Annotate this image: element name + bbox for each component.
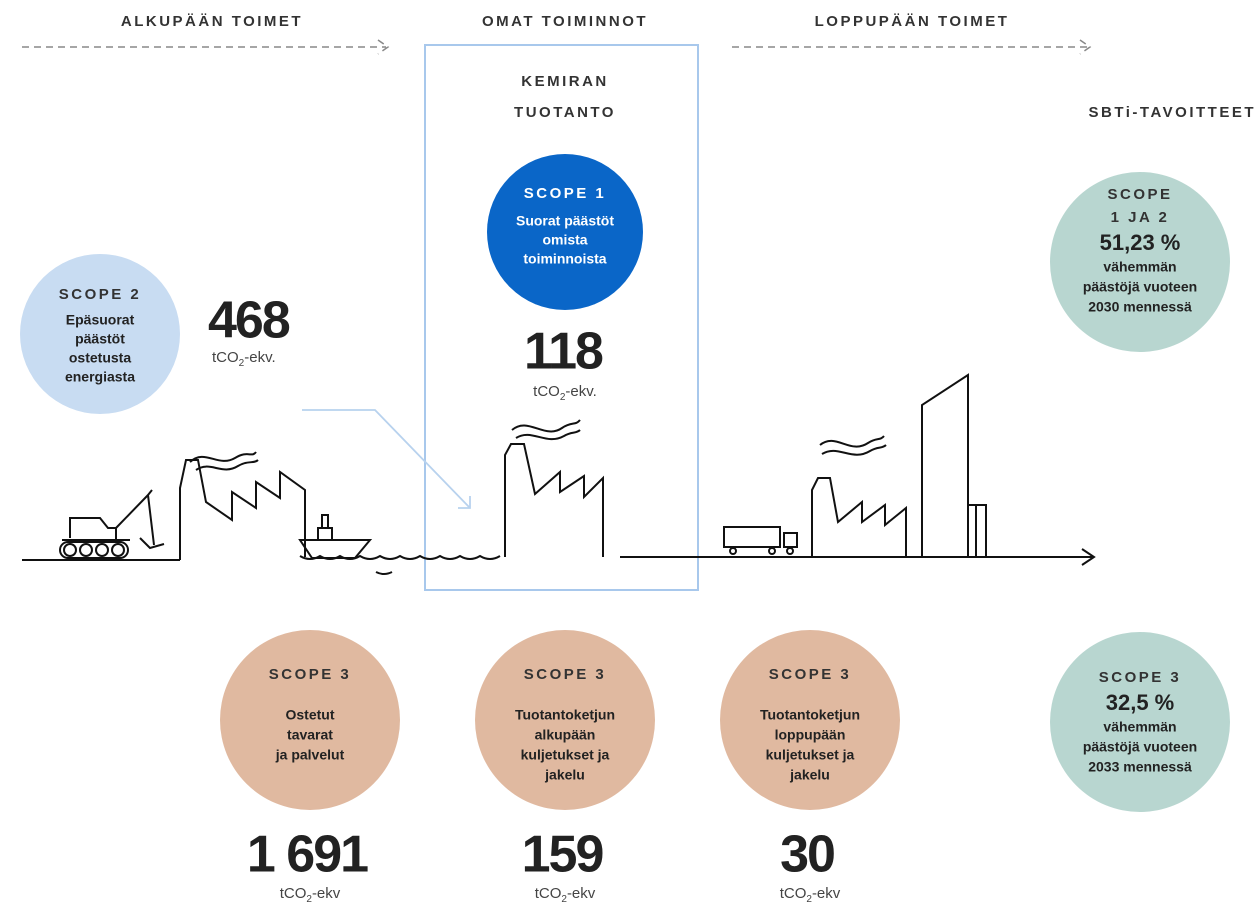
scope-label: SCOPE 1: [524, 185, 607, 202]
scope-text: ostetusta: [69, 350, 131, 366]
target-label: SCOPE 3: [1099, 669, 1182, 686]
target-label: SCOPE: [1107, 186, 1172, 203]
target-text: vähemmän: [1103, 719, 1176, 735]
scope-text: jakelu: [789, 767, 830, 783]
unit-part: tCO: [535, 885, 562, 902]
production-title: TUOTANTO: [514, 104, 616, 121]
unit-part: -ekv.: [565, 383, 596, 400]
scope-label: SCOPE 3: [524, 666, 607, 683]
value: 30: [780, 826, 834, 884]
scope-text: Tuotantoketjun: [760, 707, 860, 723]
unit-part: tCO: [780, 885, 807, 902]
diagram: ALKUPÄÄN TOIMET OMAT TOIMINNOT LOPPUPÄÄN…: [0, 0, 1258, 906]
header: LOPPUPÄÄN TOIMET: [815, 13, 1010, 30]
scope-text: Tuotantoketjun: [515, 707, 615, 723]
target-text: päästöjä vuoteen: [1083, 279, 1197, 295]
scope-text: kuljetukset ja: [766, 747, 855, 763]
target-text: 2033 mennessä: [1088, 759, 1192, 775]
unit-part: -ekv: [567, 885, 596, 902]
scope-text: omista: [542, 232, 587, 248]
targets-title: SBTi-TAVOITTEET: [1089, 104, 1257, 121]
target-text: 2030 mennessä: [1088, 299, 1192, 315]
scope-text: toiminnoista: [523, 251, 606, 267]
unit: tCO2-ekv.: [533, 383, 597, 403]
value: 468: [208, 292, 290, 350]
unit: tCO2-ekv: [780, 885, 841, 905]
line-art: [22, 40, 1094, 590]
unit: tCO2-ekv: [280, 885, 341, 905]
scope-label: SCOPE 3: [269, 666, 352, 683]
scope-text: tavarat: [287, 727, 333, 743]
production-title: KEMIRAN: [521, 73, 609, 90]
target-label: 1 JA 2: [1111, 209, 1170, 226]
target-text: päästöjä vuoteen: [1083, 739, 1197, 755]
scope-text: alkupään: [535, 727, 596, 743]
unit: tCO2-ekv: [535, 885, 596, 905]
target-value: 32,5 %: [1106, 690, 1175, 715]
header: ALKUPÄÄN TOIMET: [121, 13, 303, 30]
scope-text: päästöt: [75, 331, 125, 347]
unit-part: tCO: [212, 349, 239, 366]
scope-text: Suorat päästöt: [516, 213, 614, 229]
scope-text: kuljetukset ja: [521, 747, 610, 763]
unit-part: -ekv: [312, 885, 341, 902]
target-text: vähemmän: [1103, 259, 1176, 275]
scope-text: loppupään: [775, 727, 846, 743]
scope-text: jakelu: [544, 767, 585, 783]
scope-text: Epäsuorat: [66, 312, 135, 328]
unit-part: tCO: [533, 383, 560, 400]
unit: tCO2-ekv.: [212, 349, 276, 369]
scope-text: energiasta: [65, 369, 135, 385]
scope-text: ja palvelut: [275, 747, 345, 763]
header: OMAT TOIMINNOT: [482, 13, 648, 30]
target-value: 51,23 %: [1100, 230, 1181, 255]
unit-part: -ekv.: [244, 349, 275, 366]
value: 159: [522, 826, 603, 884]
value: 118: [524, 323, 603, 381]
scope-text: Ostetut: [286, 707, 335, 723]
scope-label: SCOPE 2: [59, 286, 142, 303]
scope-label: SCOPE 3: [769, 666, 852, 683]
unit-part: -ekv: [812, 885, 841, 902]
value: 1 691: [247, 826, 368, 884]
unit-part: tCO: [280, 885, 307, 902]
